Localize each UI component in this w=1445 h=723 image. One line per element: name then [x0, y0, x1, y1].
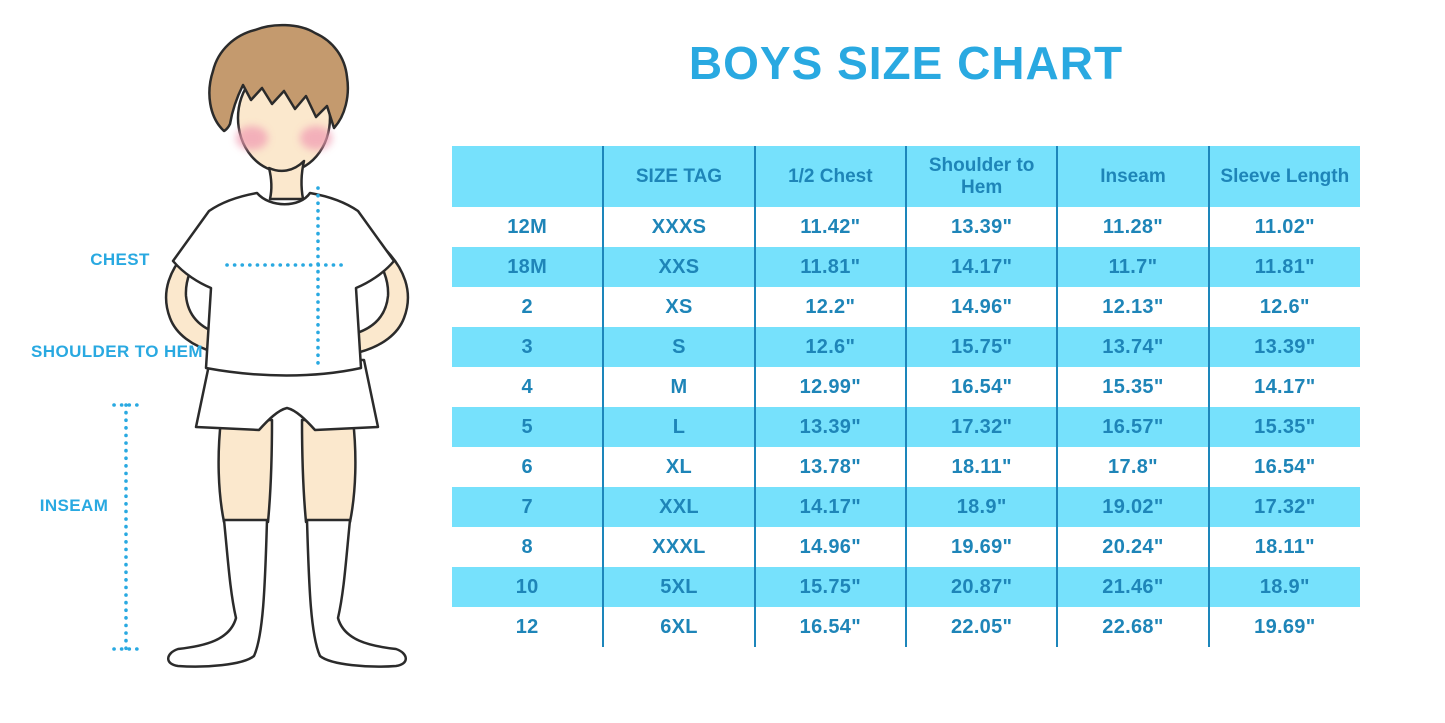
- chest-label: CHEST: [90, 250, 150, 269]
- measurement-cell: XXXL: [602, 527, 755, 567]
- measurement-cell: 22.05": [904, 607, 1058, 647]
- measurement-cell: XXL: [602, 487, 755, 527]
- measurement-cell: 12.13": [1056, 287, 1209, 327]
- size-cell: 7: [452, 487, 604, 527]
- size-cell: 12: [515, 615, 539, 638]
- size-cell: 4: [521, 375, 533, 398]
- table-row: 18M XXS 11.81" 14.17" 11.7" 11.81": [452, 247, 1360, 287]
- page-title: BOYS SIZE CHART: [688, 37, 1124, 89]
- table-row: 2 XS 12.2" 14.96" 12.13" 12.6": [452, 287, 1360, 327]
- measurement-cell: 17.8": [1056, 447, 1209, 487]
- measurement-cell: 15.35": [1207, 407, 1360, 447]
- measurement-cell: S: [602, 327, 755, 367]
- table-row: 4 M 12.99" 16.54" 15.35" 14.17": [452, 367, 1360, 407]
- size-table-body: 12M XXXS 11.42" 13.39" 11.28" 11.02" 18M XXS 11.…: [452, 207, 1360, 647]
- size-table: SIZE TAG 1/2 Chest Shoulder to Hem Inseam Sl…: [452, 146, 1360, 647]
- measurement-cell: 13.39": [753, 407, 906, 447]
- measurement-cell: 15.75": [904, 327, 1058, 367]
- measurement-guides: [112, 186, 345, 651]
- measurement-cell: 6XL: [602, 607, 755, 647]
- measurement-cell: 15.75": [753, 567, 906, 607]
- measurement-cell: 11.81": [753, 247, 906, 287]
- measurement-cell: XL: [602, 447, 755, 487]
- measurement-cell: 11.81": [1207, 247, 1360, 287]
- column-header: [452, 146, 604, 207]
- inseam-label: INSEAM: [39, 496, 109, 515]
- measurement-cell: XS: [602, 287, 755, 327]
- column-header: Shoulder to Hem: [904, 146, 1058, 207]
- boy-shorts: [194, 358, 380, 432]
- measurement-cell: 12.6": [753, 327, 906, 367]
- measurement-cell: 20.24": [1056, 527, 1209, 567]
- measurement-cell: 12.6": [1207, 287, 1360, 327]
- measurement-cell: 18.11": [904, 447, 1058, 487]
- measurement-cell: 20.87": [904, 567, 1058, 607]
- measurement-cell: 13.39": [1207, 327, 1360, 367]
- measurement-cell: 11.42": [753, 207, 906, 247]
- size-cell: 10: [452, 567, 604, 607]
- shoulder-to-hem-label: SHOULDER TO HEM: [31, 342, 203, 361]
- size-table-header-row: SIZE TAG 1/2 Chest Shoulder to Hem Inseam Sl…: [452, 146, 1360, 207]
- table-row: 6 XL 13.78" 18.11" 17.8" 16.54": [452, 447, 1360, 487]
- measurement-cell: 16.54": [1207, 447, 1360, 487]
- boy-neck: [267, 159, 306, 201]
- boy-tshirt: [171, 191, 396, 377]
- measurement-cell: L: [602, 407, 755, 447]
- measurement-cell: M: [602, 367, 755, 407]
- size-cell: 5: [452, 407, 604, 447]
- measurement-cell: 15.35": [1056, 367, 1209, 407]
- size-cell: 3: [452, 327, 604, 367]
- table-row: 5 L 13.39" 17.32" 16.57" 15.35": [452, 407, 1360, 447]
- measurement-cell: 14.17": [904, 247, 1058, 287]
- measurement-cell: 13.74": [1056, 327, 1209, 367]
- measurement-cell: 13.78": [753, 447, 906, 487]
- boy-hair: [208, 23, 350, 133]
- measurement-cell: XXS: [602, 247, 755, 287]
- measurement-cell: 18.9": [1207, 567, 1360, 607]
- measurement-cell: 19.69": [1207, 607, 1360, 647]
- table-row: 10 5XL 15.75" 20.87" 21.46" 18.9": [452, 567, 1360, 607]
- table-row: 8 XXXL 14.96" 19.69" 20.24" 18.11": [452, 527, 1360, 567]
- measurement-cell: 14.17": [753, 487, 906, 527]
- boy-socks: [167, 518, 407, 668]
- measurement-cell: 5XL: [602, 567, 755, 607]
- table-row: 7 XXL 14.17" 18.9" 19.02" 17.32": [452, 487, 1360, 527]
- measurement-cell: 14.17": [1207, 367, 1360, 407]
- boy-head: [208, 23, 350, 201]
- measurement-cell: 16.54": [753, 607, 906, 647]
- measurement-cell: 22.68": [1056, 607, 1209, 647]
- size-cell: 6: [521, 455, 533, 478]
- measurement-cell: 12.99": [753, 367, 906, 407]
- measurement-cell: 11.7": [1056, 247, 1209, 287]
- measurement-cell: 18.9": [904, 487, 1058, 527]
- size-cell: 18M: [452, 247, 604, 287]
- size-cell: 8: [521, 535, 533, 558]
- measurement-cell: 17.32": [1207, 487, 1360, 527]
- measurement-cell: 11.28": [1056, 207, 1209, 247]
- measurement-cell: 19.02": [1056, 487, 1209, 527]
- table-row: 12M XXXS 11.42" 13.39" 11.28" 11.02": [452, 207, 1360, 247]
- measurement-cell: 21.46": [1056, 567, 1209, 607]
- column-header: Sleeve Length: [1207, 146, 1360, 207]
- measurement-cell: 19.69": [904, 527, 1058, 567]
- measurement-cell: 16.54": [904, 367, 1058, 407]
- measurement-cell: 11.02": [1207, 207, 1360, 247]
- column-header: Inseam: [1056, 146, 1209, 207]
- boy-legs: [217, 418, 357, 524]
- table-row: 12 6XL 16.54" 22.05" 22.68" 19.69": [452, 607, 1360, 647]
- column-header: SIZE TAG: [602, 146, 755, 207]
- measurement-cell: 16.57": [1056, 407, 1209, 447]
- measurement-cell: 18.11": [1207, 527, 1360, 567]
- measurement-cell: 12.2": [753, 287, 906, 327]
- measurement-cell: 13.39": [904, 207, 1058, 247]
- column-header: 1/2 Chest: [753, 146, 906, 207]
- measurement-cell: XXXS: [602, 207, 755, 247]
- table-row: 3 S 12.6" 15.75" 13.74" 13.39": [452, 327, 1360, 367]
- size-cell: 2: [521, 295, 533, 318]
- measurement-cell: 14.96": [753, 527, 906, 567]
- measurement-cell: 14.96": [904, 287, 1058, 327]
- size-cell: 12M: [507, 215, 548, 238]
- boy-measurement-illustration: [112, 23, 410, 668]
- measurement-cell: 17.32": [904, 407, 1058, 447]
